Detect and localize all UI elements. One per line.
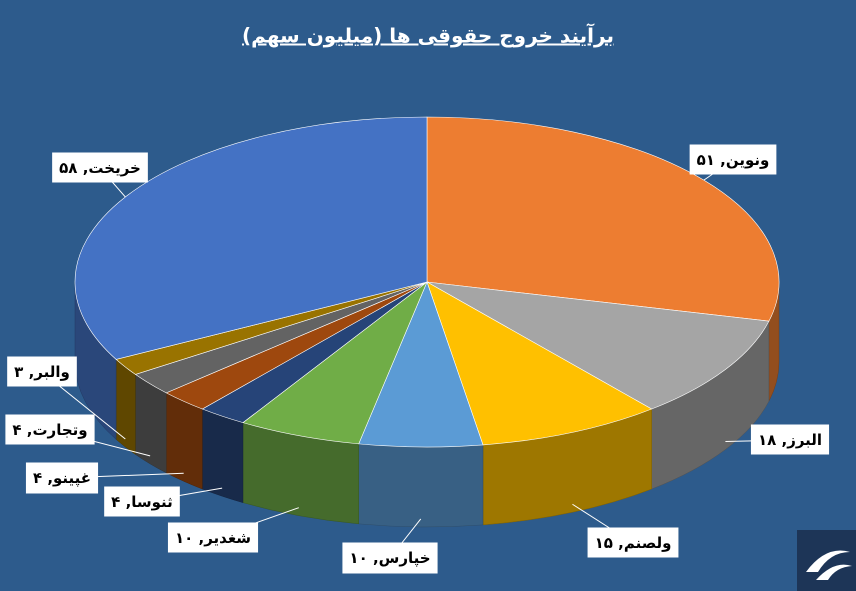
data-label: خپارس, ۱۰	[349, 549, 430, 568]
label-value: ۱۵	[595, 534, 613, 552]
label-category: شغدیر	[203, 529, 251, 547]
slice-side	[202, 408, 244, 503]
data-label: ثنوسا, ۴	[111, 493, 173, 511]
label-category: ولصنم	[624, 534, 672, 552]
data-label: والبر, ۳	[14, 363, 70, 381]
label-box	[25, 462, 99, 494]
logo-mark	[806, 550, 852, 580]
label-box	[104, 486, 180, 517]
label-separator: ,	[781, 431, 787, 449]
slice	[426, 116, 780, 322]
label-separator: ,	[27, 421, 33, 439]
label-category: خریخت	[88, 159, 140, 177]
data-label: ولصنم, ۱۵	[595, 534, 672, 552]
label-value: ۴	[12, 421, 21, 439]
label-value: ۱۰	[349, 549, 367, 567]
data-label: غپینو, ۴	[33, 469, 91, 488]
slice-side	[166, 392, 203, 490]
data-label: خریخت, ۵۸	[59, 159, 141, 177]
label-box	[167, 522, 259, 553]
label-value: ۵۱	[697, 151, 715, 169]
label-separator: ,	[126, 493, 132, 511]
label-value: ۵۸	[59, 159, 77, 177]
tops	[74, 116, 780, 448]
slice	[74, 116, 428, 360]
label-box	[342, 542, 438, 574]
label-category: غپینو	[52, 469, 91, 488]
label-box	[7, 356, 77, 387]
label-separator: ,	[618, 534, 624, 552]
label-category: ثنوسا	[131, 493, 173, 511]
data-label: شغدیر, ۱۰	[175, 529, 251, 547]
label-value: ۳	[14, 363, 23, 381]
data-label: البرز, ۱۸	[758, 431, 822, 449]
logo	[797, 530, 856, 591]
label-value: ۱۸	[758, 431, 776, 449]
label-separator: ,	[47, 469, 53, 487]
slice	[426, 281, 653, 446]
label-category: خپارس	[379, 549, 431, 568]
data-label: وتجارت, ۴	[12, 421, 87, 439]
label-separator: ,	[83, 159, 89, 177]
label-box	[5, 414, 95, 445]
label-category: البرز	[786, 431, 822, 449]
data-label: ونوین, ۵۱	[697, 151, 770, 169]
label-separator: ,	[29, 363, 35, 381]
label-box	[587, 527, 679, 558]
label-box	[52, 152, 148, 183]
label-category: وتجارت	[32, 421, 87, 439]
label-box	[750, 424, 830, 455]
label-category: والبر	[33, 363, 70, 381]
label-value: ۱۰	[175, 529, 193, 547]
slice	[426, 281, 770, 410]
label-separator: ,	[720, 151, 726, 169]
label-value: ۴	[111, 493, 120, 511]
label-separator: ,	[198, 529, 204, 547]
label-separator: ,	[373, 549, 379, 567]
label-category: ونوین	[726, 151, 770, 169]
sides	[74, 281, 780, 528]
label-value: ۴	[33, 469, 42, 487]
slice-side	[115, 358, 136, 455]
chart-title: برآیند خروج حقوقی ها (میلیون سهم)	[242, 23, 614, 48]
slice-side	[358, 443, 484, 528]
label-box	[689, 144, 777, 175]
